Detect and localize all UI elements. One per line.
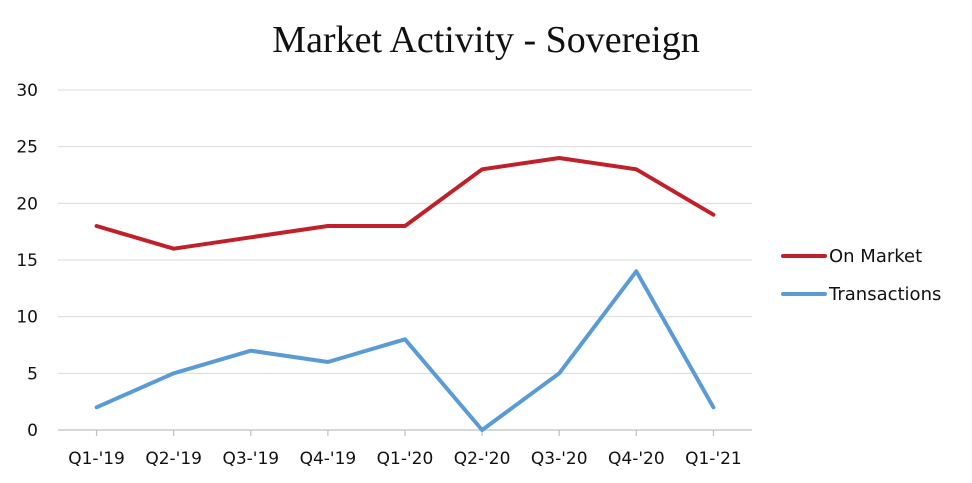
legend-item: On Market — [781, 246, 922, 267]
y-tick-label: 30 — [16, 81, 38, 101]
y-tick-label: 25 — [16, 138, 38, 158]
x-tick-label: Q3-'19 — [222, 449, 279, 469]
y-tick-label: 0 — [27, 421, 38, 441]
legend: On Market Transactions — [781, 246, 941, 305]
x-tick-label: Q4-'20 — [608, 449, 665, 469]
y-tick-label: 10 — [16, 308, 38, 328]
gridlines — [58, 89, 752, 374]
x-tick-label: Q4-'19 — [300, 449, 357, 469]
legend-label: On Market — [829, 246, 922, 267]
x-tick-label: Q1-'21 — [685, 449, 742, 469]
x-tick-label: Q2-'20 — [454, 449, 511, 469]
chart-title: Market Activity - Sovereign — [272, 19, 699, 61]
x-tick-label: Q2-'19 — [145, 449, 202, 469]
y-tick-label: 20 — [16, 194, 38, 214]
x-tick-label: Q3-'20 — [531, 449, 588, 469]
legend-item: Transactions — [781, 284, 941, 305]
y-axis-tick-labels: 0 5 10 15 20 25 30 — [16, 81, 38, 441]
y-tick-label: 15 — [16, 251, 38, 271]
x-tick-label: Q1-'20 — [377, 449, 434, 469]
axes — [58, 429, 752, 436]
series-lines — [94, 156, 716, 432]
legend-label: Transactions — [828, 284, 941, 305]
y-tick-label: 5 — [27, 364, 38, 384]
x-tick-label: Q1-'19 — [68, 449, 125, 469]
x-axis-tick-labels: Q1-'19 Q2-'19 Q3-'19 Q4-'19 Q1-'20 Q2-'20 Q3-'… — [68, 449, 742, 469]
series-line-transactions — [94, 269, 716, 432]
